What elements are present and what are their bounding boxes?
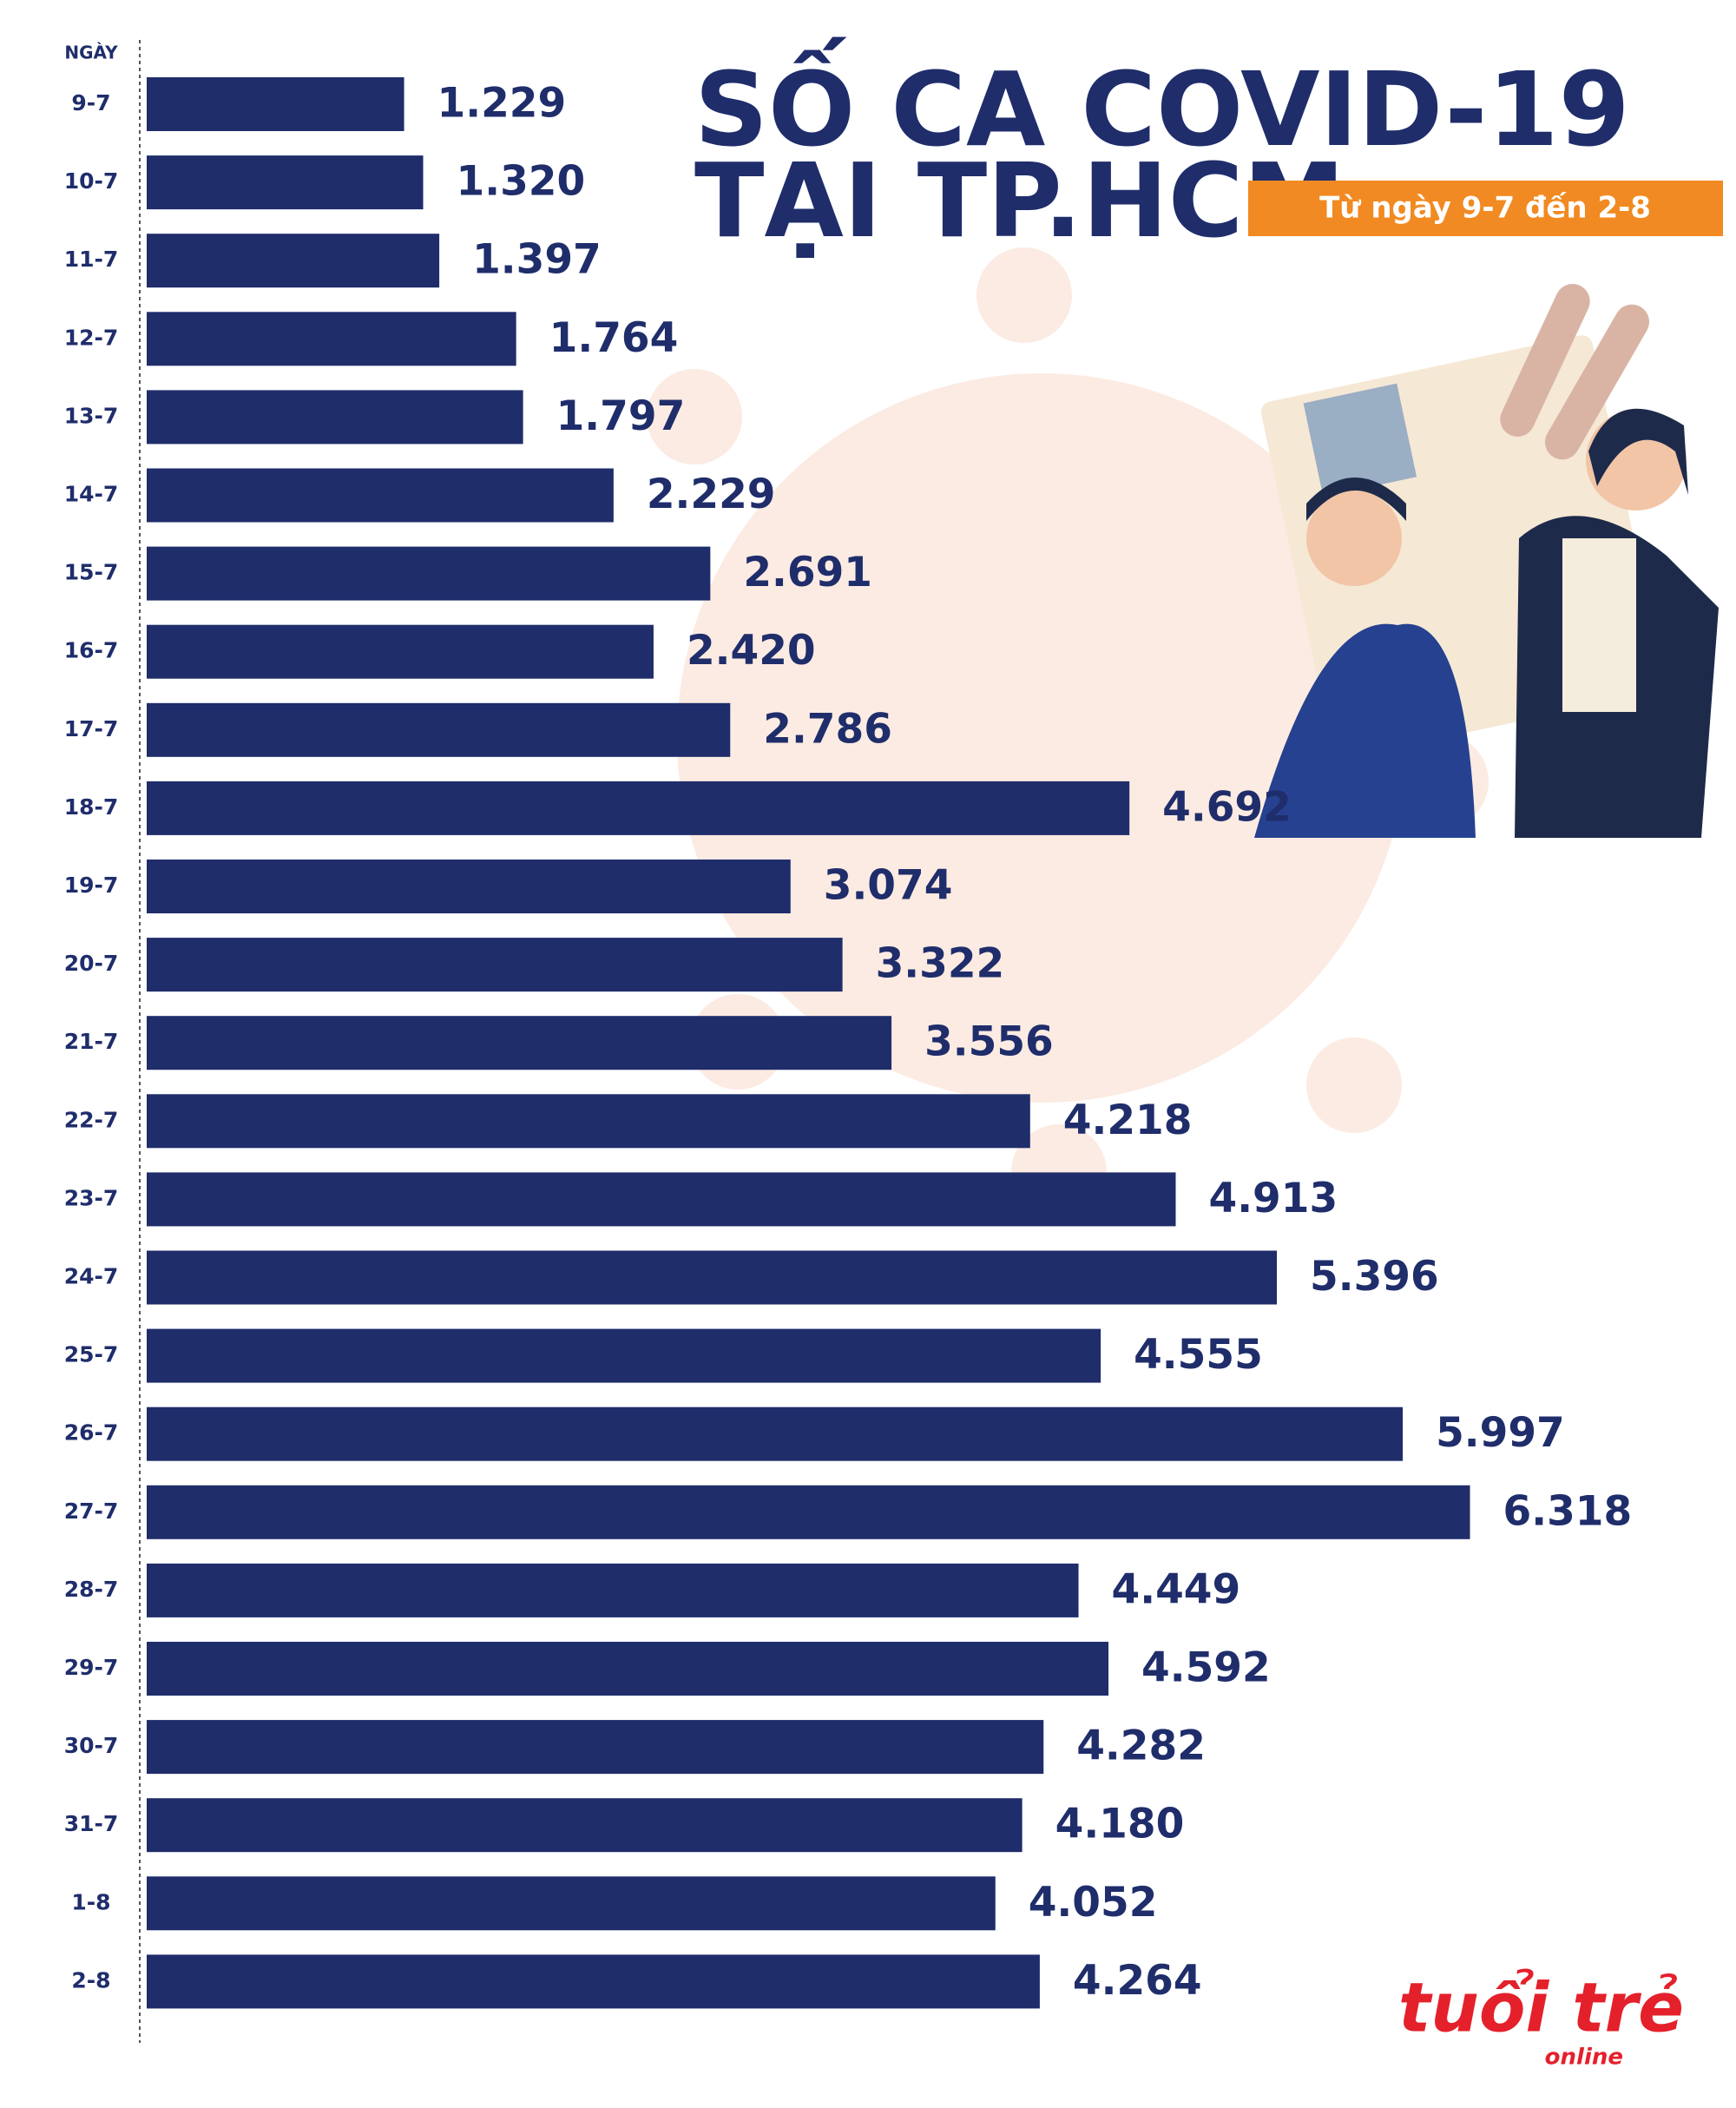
value-label: 4.264	[1073, 1957, 1202, 2005]
chart-title: SỐ CA COVID-19	[694, 37, 1630, 169]
value-label: 4.180	[1055, 1801, 1185, 1848]
y-tick-label: 27-7	[64, 1499, 119, 1524]
value-label: 6.318	[1503, 1487, 1633, 1535]
value-label: 1.397	[472, 236, 602, 284]
y-tick-label: 13-7	[64, 403, 119, 428]
value-label: 4.218	[1063, 1097, 1193, 1144]
y-tick-label: 26-7	[64, 1420, 119, 1446]
y-tick-label: 31-7	[64, 1811, 119, 1836]
bar	[147, 468, 614, 523]
bar	[147, 860, 791, 913]
bar	[147, 1720, 1044, 1775]
value-label: 2.786	[763, 705, 892, 753]
bar	[147, 1798, 1023, 1853]
bar	[147, 1642, 1109, 1696]
value-label: 5.396	[1310, 1253, 1439, 1301]
bar	[147, 938, 843, 992]
y-tick-label: 10-7	[64, 168, 119, 194]
value-label: 1.320	[457, 158, 586, 206]
value-label: 4.913	[1209, 1175, 1338, 1222]
value-label: 1.764	[549, 314, 679, 362]
bar	[147, 1876, 996, 1931]
y-tick-label: 23-7	[64, 1185, 119, 1210]
y-tick-label: 2-8	[71, 1967, 110, 1993]
y-tick-label: 14-7	[64, 482, 119, 507]
y-tick-label: 30-7	[64, 1733, 119, 1758]
y-tick-label: 29-7	[64, 1655, 119, 1680]
value-label: 2.691	[743, 549, 872, 596]
value-label: 4.555	[1134, 1331, 1263, 1379]
logo-sub: online	[1545, 2045, 1623, 2071]
value-label: 3.322	[876, 940, 1005, 988]
value-label: 4.692	[1162, 783, 1292, 831]
value-label: 1.229	[437, 80, 567, 128]
bar	[147, 702, 731, 757]
bar	[147, 234, 440, 288]
y-tick-label: 17-7	[64, 716, 119, 741]
value-label: 3.074	[824, 862, 953, 910]
bar	[147, 781, 1130, 835]
bar	[147, 1563, 1079, 1617]
y-tick-label: 20-7	[64, 951, 119, 976]
bar	[147, 1094, 1030, 1149]
value-label: 4.449	[1112, 1565, 1241, 1613]
bar	[147, 1328, 1101, 1383]
y-tick-label: 19-7	[64, 873, 119, 898]
chart-title: TẠI TP.HCM	[694, 141, 1345, 260]
bar	[147, 155, 424, 210]
bar	[147, 1406, 1404, 1461]
y-tick-label: 22-7	[64, 1107, 119, 1132]
value-label: 5.997	[1436, 1409, 1565, 1457]
y-tick-label: 28-7	[64, 1577, 119, 1602]
value-label: 2.229	[647, 471, 776, 518]
y-tick-label: 21-7	[64, 1029, 119, 1054]
subtitle-box	[1248, 181, 1723, 236]
bar	[147, 1172, 1176, 1227]
bar	[147, 1954, 1040, 2009]
bar	[147, 1250, 1278, 1305]
y-tick-label: 16-7	[64, 638, 119, 663]
value-label: 4.282	[1076, 1723, 1206, 1770]
y-tick-label: 24-7	[64, 1264, 119, 1289]
bar	[147, 1016, 892, 1070]
y-tick-label: 1-8	[71, 1889, 110, 1914]
y-tick-label: 18-7	[64, 794, 119, 820]
y-tick-label: 25-7	[64, 1342, 119, 1367]
y-tick-label: 15-7	[64, 560, 119, 585]
bar	[147, 77, 404, 131]
logo: tuổi trẻ	[1398, 1968, 1684, 2047]
value-label: 1.797	[556, 392, 686, 440]
illustration	[1254, 284, 1719, 838]
axis-label: NGÀY	[64, 43, 118, 63]
y-tick-label: 9-7	[71, 90, 110, 115]
value-label: 4.052	[1029, 1879, 1158, 1927]
bar	[147, 546, 711, 601]
bar	[147, 624, 654, 679]
y-tick-label: 11-7	[64, 247, 119, 272]
subtitle: Từ ngày 9-7 đến 2-8	[1319, 191, 1651, 226]
bar	[147, 1485, 1470, 1539]
bar	[147, 312, 516, 366]
bar	[147, 390, 523, 445]
y-tick-label: 12-7	[64, 325, 119, 350]
value-label: 4.592	[1141, 1644, 1271, 1692]
value-label: 3.556	[924, 1018, 1054, 1066]
value-label: 2.420	[687, 627, 816, 675]
